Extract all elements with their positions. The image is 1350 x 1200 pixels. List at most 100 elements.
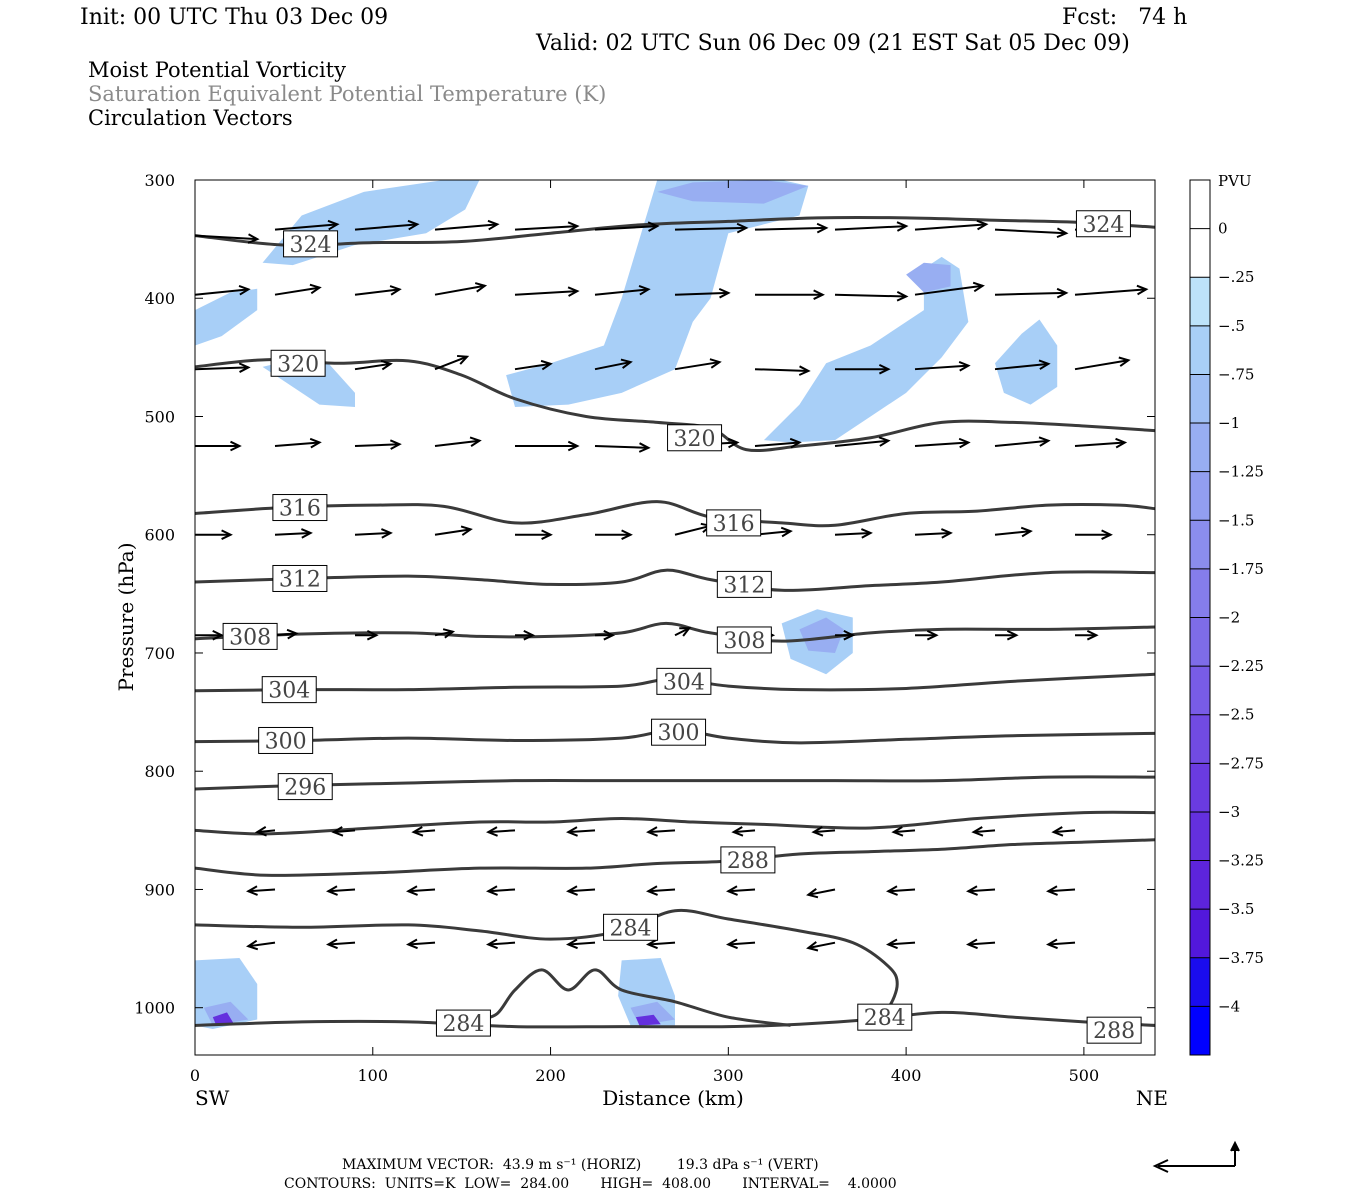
colorbar-title: PVU: [1218, 172, 1252, 190]
colorbar-label: −3: [1218, 803, 1240, 821]
x-left-label: SW: [195, 1086, 230, 1110]
forecast-hour: Fcst: 74 h: [1062, 5, 1188, 30]
circulation-vector: [754, 365, 811, 376]
max-vector-info: MAXIMUM VECTOR: 43.9 m s⁻¹ (HORIZ) 19.3 …: [342, 1157, 819, 1173]
circulation-vector: [246, 885, 276, 896]
circulation-vector: [1075, 529, 1113, 540]
circulation-vector: [486, 938, 516, 950]
x-tick-label: 300: [713, 1066, 744, 1085]
circulation-vector: [354, 219, 420, 231]
circulation-vector: [515, 629, 536, 641]
circulation-vector: [806, 887, 836, 899]
colorbar-label: −2.5: [1218, 706, 1254, 724]
contour-label: 300: [651, 718, 707, 746]
colorbar-label: −.75: [1218, 365, 1254, 383]
circulation-vector: [326, 938, 356, 950]
circulation-vector: [274, 219, 340, 231]
circulation-vector: [1046, 885, 1076, 896]
contour-label: 288: [720, 846, 776, 874]
circulation-vector: [994, 359, 1051, 371]
circulation-vector: [515, 529, 553, 540]
theta-e-contour-288-9: [195, 838, 1155, 877]
x-tick-label: 400: [891, 1066, 922, 1085]
circulation-vector: [674, 522, 713, 536]
circulation-vector: [566, 885, 596, 896]
colorbar-swatch: [1190, 180, 1210, 230]
pv-region-14: [212, 1012, 235, 1026]
y-tick-label: 400: [144, 289, 175, 308]
contour-label: 296: [277, 773, 333, 801]
circulation-vector: [406, 938, 436, 950]
circulation-vector: [326, 885, 356, 896]
contour-label: 284: [435, 1009, 491, 1037]
circulation-vector: [966, 938, 996, 950]
colorbar-swatch: [1190, 811, 1210, 862]
theta-e-contour-324-0: [195, 215, 1155, 247]
contour-label: 308: [716, 626, 772, 654]
circulation-vector: [514, 359, 553, 371]
x-tick-label: 0: [190, 1066, 200, 1085]
circulation-vector: [914, 281, 985, 296]
circulation-vector: [434, 436, 482, 448]
circulation-vector: [254, 826, 276, 837]
contour-label: 304: [656, 667, 712, 695]
circulation-vector: [274, 628, 299, 640]
colorbar-swatch: [1190, 763, 1210, 813]
theta-e-contour-312-3: [195, 568, 1155, 592]
valid-time: Valid: 02 UTC Sun 06 Dec 09 (21 EST Sat …: [536, 31, 1130, 56]
circulation-vector: [595, 529, 633, 540]
colorbar-label: −2: [1218, 609, 1240, 627]
svg-text:300: 300: [658, 721, 700, 746]
colorbar-swatch: [1190, 957, 1210, 1007]
circulation-vector: [834, 221, 909, 232]
svg-text:320: 320: [674, 427, 716, 452]
colorbar-swatch: [1190, 617, 1210, 667]
colorbar-label: −4: [1218, 997, 1240, 1015]
circulation-vector: [274, 283, 322, 296]
pv-region-11: [799, 617, 844, 653]
circulation-vector: [971, 826, 996, 837]
circulation-vector: [994, 227, 1069, 239]
circulation-vector: [915, 629, 939, 641]
circulation-vector: [331, 826, 356, 837]
circulation-vector: [566, 826, 596, 837]
circulation-vector: [994, 526, 1033, 538]
pv-region-15: [635, 1014, 661, 1026]
reference-vector-icon: [1152, 1140, 1240, 1173]
circulation-vector: [914, 437, 971, 449]
contour-info: CONTOURS: UNITS=K LOW= 284.00 HIGH= 408.…: [284, 1176, 897, 1192]
pv-region-9: [657, 180, 809, 204]
colorbar-label: 0: [1218, 220, 1228, 238]
y-tick-label: 600: [144, 526, 175, 545]
colorbar-label: −1: [1218, 414, 1240, 432]
colorbar-swatch: [1190, 909, 1210, 959]
y-tick-label: 900: [144, 880, 175, 899]
theta-e-contour-284-11: [478, 968, 791, 1027]
colorbar-label: −1.75: [1218, 560, 1264, 578]
circulation-vector: [195, 233, 260, 244]
y-axis-title: Pressure (hPa): [114, 543, 138, 692]
y-tick-label: 500: [144, 407, 175, 426]
svg-text:312: 312: [279, 567, 321, 592]
circulation-vector: [914, 219, 989, 231]
contour-label: 316: [272, 494, 328, 522]
contour-label: 308: [222, 622, 278, 650]
theta-e-contour-288-12: [195, 1010, 1155, 1029]
contour-label: 304: [261, 676, 317, 704]
contour-label: 300: [258, 726, 314, 754]
circulation-vector: [731, 826, 756, 837]
colorbar-swatch: [1190, 860, 1210, 910]
circulation-vector: [434, 525, 473, 536]
contour-label: 320: [667, 424, 723, 452]
svg-text:296: 296: [284, 776, 326, 801]
circulation-vector: [1046, 938, 1076, 950]
circulation-vector: [355, 629, 379, 641]
colorbar-label: −3.25: [1218, 852, 1264, 870]
y-tick-label: 300: [144, 171, 175, 190]
svg-text:316: 316: [279, 497, 321, 522]
colorbar-label: −.5: [1218, 317, 1245, 335]
circulation-vector: [966, 885, 996, 896]
contour-label: 284: [603, 913, 659, 941]
svg-text:284: 284: [610, 916, 652, 941]
